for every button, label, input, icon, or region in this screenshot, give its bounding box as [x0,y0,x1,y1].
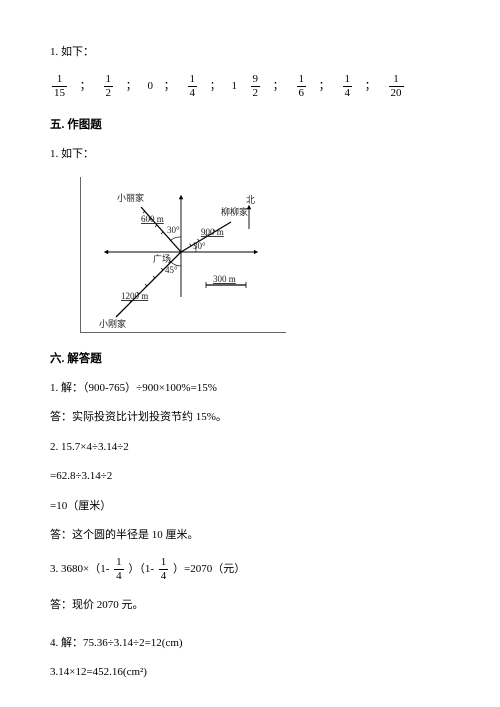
svg-text:30°: 30° [193,241,206,251]
sec5-q1-prefix: 1. 如下： [50,147,450,162]
svg-text:小刚家: 小刚家 [99,318,126,329]
sec6-heading: 六. 解答题 [50,351,450,367]
p6-2d: 答：这个圆的半径是 10 厘米。 [50,528,450,543]
p6-2a: 2. 15.7×4÷3.14÷2 [50,440,450,455]
svg-text:北: 北 [246,195,255,205]
p6-2c: =10（厘米） [50,499,450,514]
p6-4b: 3.14×12=452.16(cm²) [50,665,450,680]
p6-3b: 答：现价 2070 元。 [50,598,450,613]
p6-1a: 1. 解：（900-765）÷900×100%=15% [50,381,450,396]
q1-prefix: 1. 如下： [50,45,450,60]
p6-2b: =62.8÷3.14÷2 [50,469,450,484]
sec5-heading: 五. 作图题 [50,117,450,133]
svg-text:广场: 广场 [153,253,171,264]
svg-text:小丽家: 小丽家 [117,192,144,203]
fraction-row: 115 ； 12 ； 0 ； 14 ； 1 92 ； 16 ； 14 ； 120 [50,74,450,99]
svg-text:45°: 45° [165,265,178,275]
svg-text:30°: 30° [167,225,180,235]
p6-1b: 答：实际投资比计划投资节约 15%。 [50,410,450,425]
svg-text:300 m: 300 m [213,274,236,284]
svg-text:600 m: 600 m [141,214,164,224]
svg-text:900 m: 900 m [201,227,224,237]
diagram: 小丽家 600 m 30° 柳柳家 北 900 m 30° 广场 45° 120… [80,177,450,333]
svg-text:柳柳家: 柳柳家 [221,206,248,217]
svg-text:1200 m: 1200 m [121,291,148,301]
p6-3: 3. 3680×（1- 14 ）（1- 14 ）=2070（元） [50,557,450,582]
p6-4a: 4. 解：75.36÷3.14÷2=12(cm) [50,636,450,651]
